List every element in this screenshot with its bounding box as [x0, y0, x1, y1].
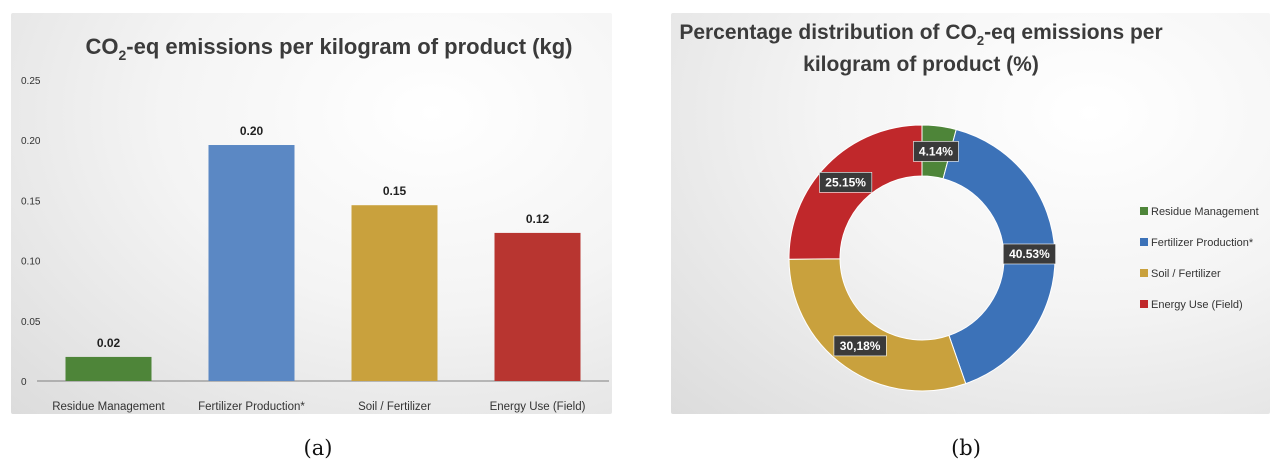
- y-tick-label: 0.05: [21, 317, 41, 328]
- slice-value-label: 25.15%: [825, 175, 866, 189]
- bar: [351, 205, 438, 381]
- bar-chart-title: CO2-eq emissions per kilogram of product…: [86, 34, 573, 63]
- donut-slice: [788, 258, 967, 392]
- x-category-label: Residue Management: [52, 401, 165, 413]
- bar-value-label: 0.20: [240, 124, 264, 138]
- slice-value-label: 30,18%: [840, 339, 881, 353]
- legend-swatch: [1140, 269, 1148, 277]
- legend-swatch: [1140, 207, 1148, 215]
- bar-value-label: 0.12: [526, 212, 550, 226]
- x-category-label: Soil / Fertilizer: [358, 401, 431, 413]
- slice-label-box: [819, 172, 873, 193]
- bar-chart-panel: CO2-eq emissions per kilogram of product…: [11, 13, 612, 414]
- y-tick-label: 0.10: [21, 257, 41, 268]
- donut-slice: [942, 128, 1056, 385]
- y-tick-label: 0.25: [21, 76, 41, 87]
- x-category-label: Fertilizer Production*: [198, 401, 305, 413]
- donut-chart-panel: Percentage distribution of CO2-eq emissi…: [671, 13, 1270, 414]
- slice-label-box: [833, 335, 887, 357]
- slice-value-label: 4.14%: [919, 144, 953, 158]
- legend-swatch: [1140, 300, 1148, 308]
- donut-chart-title-line2: kilogram of product (%): [803, 53, 1039, 76]
- slice-label-box: [913, 141, 959, 162]
- y-tick-label: 0.15: [21, 196, 41, 207]
- bar-value-label: 0.02: [97, 336, 121, 350]
- legend-entry: Energy Use (Field): [1151, 299, 1243, 311]
- slice-label-box: [1002, 243, 1056, 265]
- y-tick-label: 0: [21, 377, 27, 388]
- bar: [208, 145, 295, 381]
- legend-entry: Soil / Fertilizer: [1151, 268, 1221, 280]
- caption-b: (b): [951, 436, 981, 460]
- donut-chart: Percentage distribution of CO2-eq emissi…: [679, 21, 1259, 392]
- legend-swatch: [1140, 238, 1148, 246]
- bar: [65, 356, 152, 381]
- bar: [494, 232, 581, 381]
- slice-value-label: 40.53%: [1009, 247, 1050, 261]
- bar-value-label: 0.15: [383, 184, 407, 198]
- donut-chart-title-line1: Percentage distribution of CO2-eq emissi…: [679, 21, 1162, 48]
- x-category-label: Energy Use (Field): [490, 401, 586, 413]
- legend-entry: Residue Management: [1151, 206, 1259, 218]
- legend-entry: Fertilizer Production*: [1151, 237, 1254, 249]
- y-tick-label: 0.20: [21, 136, 41, 147]
- bar-chart: CO2-eq emissions per kilogram of product…: [21, 34, 609, 413]
- caption-a: (a): [303, 436, 333, 460]
